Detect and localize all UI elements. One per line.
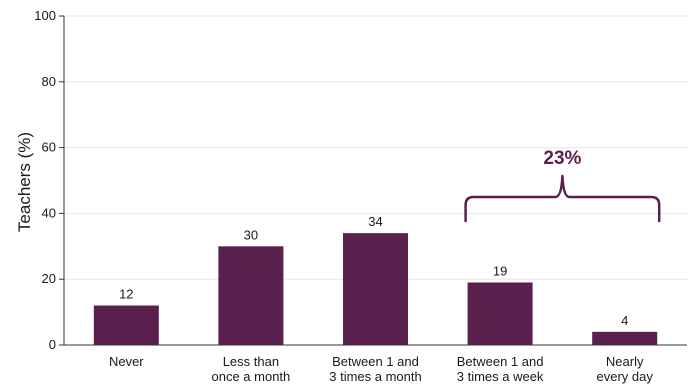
x-category-label: 3 times a month: [329, 369, 422, 384]
x-category-label: 3 times a week: [457, 369, 544, 384]
data-labels: 12 30 34 19 4: [119, 214, 628, 328]
y-tick-label: 20: [42, 271, 56, 286]
y-tick-label: 80: [42, 74, 56, 89]
bar: [218, 246, 284, 345]
x-category-label: every day: [597, 369, 654, 384]
data-label: 12: [119, 287, 133, 302]
x-category-label: Between 1 and: [457, 354, 544, 369]
gridlines: [64, 15, 687, 280]
axes: [59, 15, 687, 346]
y-tick-labels: 0 20 40 60 80 100: [34, 8, 56, 352]
x-category-label: Between 1 and: [332, 354, 419, 369]
x-category-label: Nearly: [606, 354, 644, 369]
y-axis-label: Teachers (%): [15, 132, 34, 232]
bar: [93, 305, 159, 345]
bars: [93, 233, 658, 345]
y-tick-label: 40: [42, 205, 56, 220]
data-label: 19: [493, 263, 507, 278]
data-label: 4: [621, 313, 628, 328]
y-tick-label: 100: [34, 8, 56, 23]
bar: [592, 331, 658, 345]
bar: [467, 282, 533, 345]
data-label: 34: [368, 214, 382, 229]
brace: [464, 174, 661, 223]
brace-annotation: 23%: [464, 148, 661, 223]
data-label: 30: [244, 227, 258, 242]
bar: [343, 233, 408, 345]
y-tick-label: 60: [42, 140, 56, 155]
x-category-label: once a month: [212, 369, 291, 384]
x-category-label: Never: [109, 354, 144, 369]
brace-label: 23%: [543, 148, 581, 169]
x-category-label: Less than: [223, 354, 279, 369]
y-tick-label: 0: [49, 337, 56, 352]
